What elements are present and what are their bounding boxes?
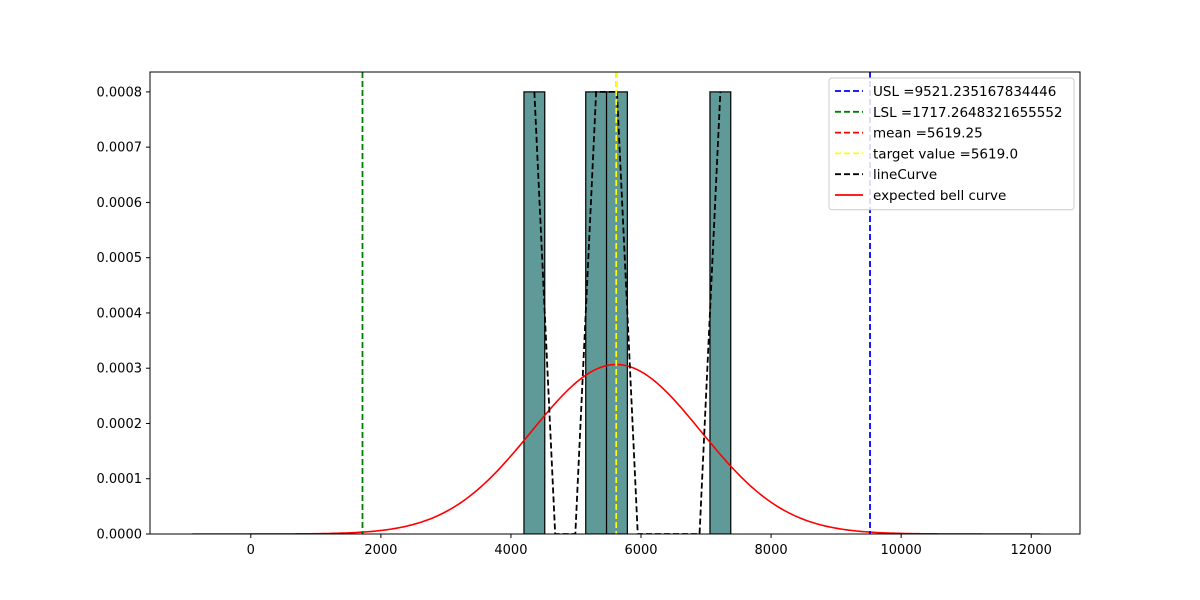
x-tick-label: 8000 xyxy=(755,543,788,558)
legend-label: USL =9521.235167834446 xyxy=(873,84,1056,100)
histogram-bar-1 xyxy=(585,91,608,534)
legend: USL =9521.235167834446 LSL =1717.26483216… xyxy=(828,77,1075,211)
x-tick-label: 12000 xyxy=(1011,543,1052,558)
legend-label: expected bell curve xyxy=(873,188,1006,204)
y-tick-label: 0.0003 xyxy=(97,362,143,377)
x-tick-label: 6000 xyxy=(624,543,657,558)
legend-box xyxy=(828,77,1075,211)
legend-label: lineCurve xyxy=(873,167,937,183)
x-tick-label: 4000 xyxy=(494,543,527,558)
plot-area xyxy=(192,72,1041,534)
x-tick-label: 2000 xyxy=(364,543,397,558)
y-tick-label: 0.0005 xyxy=(97,251,143,266)
x-tick-label: 10000 xyxy=(880,543,921,558)
y-tick-label: 0.0004 xyxy=(97,306,143,321)
axes-frame xyxy=(149,71,1081,535)
y-tick-label: 0.0006 xyxy=(97,196,143,211)
y-tick-label: 0.0008 xyxy=(97,85,143,100)
y-tick-label: 0.0001 xyxy=(97,472,143,487)
x-tick-label: 0 xyxy=(247,543,255,558)
legend-label: target value =5619.0 xyxy=(873,146,1018,162)
legend-label: LSL =1717.2648321655552 xyxy=(873,105,1063,121)
histogram-bar-3 xyxy=(709,91,732,534)
axes: 0 2000 4000 6000 8000 10000 12000 0.0000 0.0001 0… xyxy=(97,71,1081,558)
y-tick-label: 0.0007 xyxy=(97,141,143,156)
legend-label: mean =5619.25 xyxy=(873,126,983,142)
histogram-bar-0 xyxy=(523,91,546,534)
y-tick-label: 0.0002 xyxy=(97,417,143,432)
y-tick-label: 0.0000 xyxy=(97,528,143,543)
